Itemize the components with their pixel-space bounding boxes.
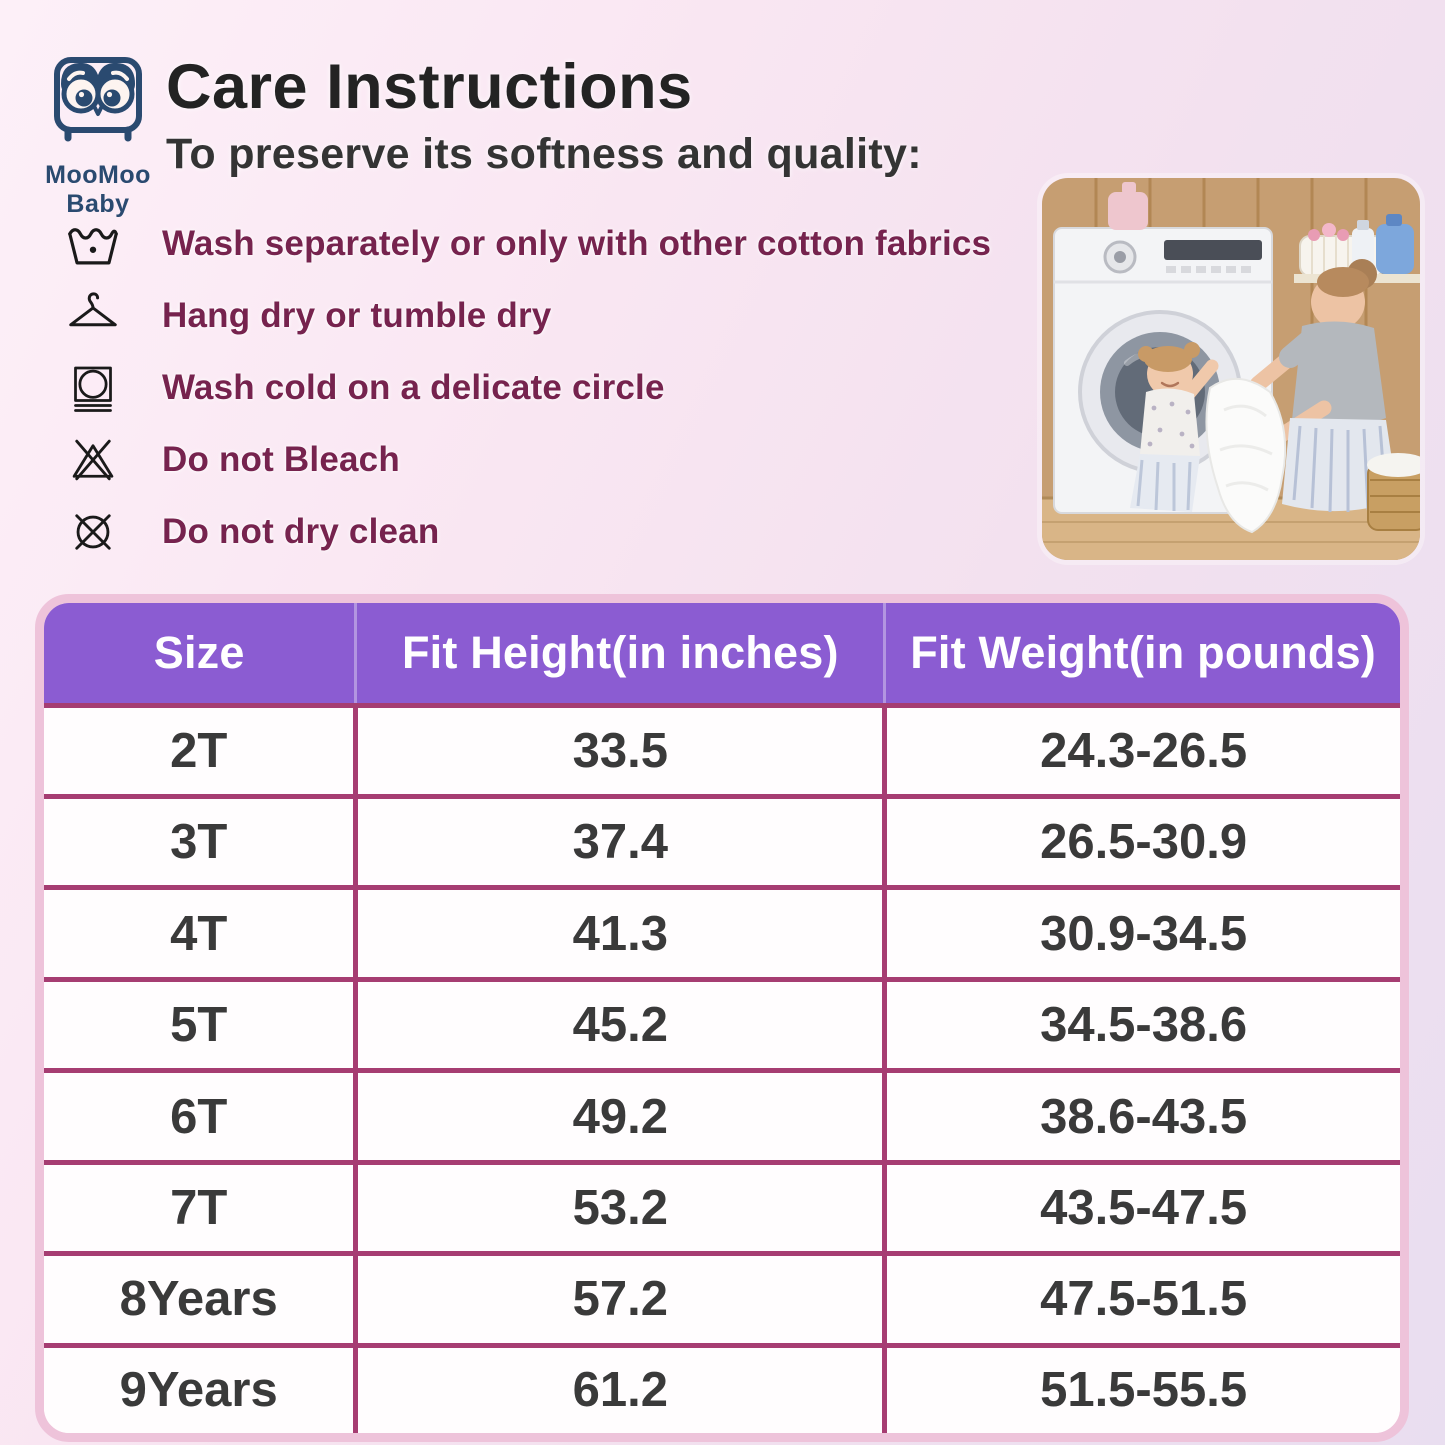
table-cell: 33.5 [353, 702, 885, 797]
table-cell: 6T [44, 1068, 356, 1163]
care-item-label: Wash cold on a delicate circle [162, 368, 665, 407]
table-cell: 51.5-55.5 [882, 1342, 1400, 1433]
care-item: Wash separately or only with other cotto… [58, 208, 991, 280]
table-cell: 26.5-30.9 [882, 793, 1400, 888]
table-row: 4T 41.3 30.9-34.5 [44, 885, 1400, 980]
care-item: Wash cold on a delicate circle [58, 352, 991, 424]
table-cell: 3T [44, 793, 356, 888]
care-item-label: Do not Bleach [162, 440, 400, 479]
table-cell: 24.3-26.5 [882, 702, 1400, 797]
hang-dry-icon [58, 289, 128, 343]
table-cell: 53.2 [353, 1159, 885, 1254]
table-cell: 41.3 [353, 885, 885, 980]
brand-name: MooMoo Baby [45, 161, 151, 218]
table-cell: 37.4 [353, 793, 885, 888]
page-subtitle: To preserve its softness and quality: [166, 130, 922, 179]
care-item: Do not dry clean [58, 496, 991, 568]
table-cell: 45.2 [353, 976, 885, 1071]
brand-logo: MooMoo Baby [12, 48, 184, 219]
care-item: Do not Bleach [58, 424, 991, 496]
size-table: Size Fit Height(in inches) Fit Weight(in… [44, 603, 1400, 1433]
table-cell: 49.2 [353, 1068, 885, 1163]
table-cell: 2T [44, 702, 356, 797]
table-row: 9Years 61.2 51.5-55.5 [44, 1342, 1400, 1433]
table-cell: 9Years [44, 1342, 356, 1433]
care-item-label: Wash separately or only with other cotto… [162, 224, 992, 263]
table-cell: 7T [44, 1159, 356, 1254]
owl-logo-icon [46, 57, 150, 152]
table-cell: 30.9-34.5 [882, 885, 1400, 980]
table-cell: 38.6-43.5 [882, 1068, 1400, 1163]
table-row: 3T 37.4 26.5-30.9 [44, 793, 1400, 888]
do-not-bleach-icon [58, 434, 128, 486]
table-row: 5T 45.2 34.5-38.6 [44, 976, 1400, 1071]
column-header-weight: Fit Weight(in pounds) [883, 603, 1400, 708]
size-table-body: 2T 33.5 24.3-26.5 3T 37.4 26.5-30.9 4T 41.3 30.9… [44, 702, 1400, 1433]
table-row: 8Years 57.2 47.5-51.5 [44, 1251, 1400, 1346]
column-header-size: Size [44, 603, 356, 708]
delicate-wash-icon [58, 363, 128, 413]
table-cell: 43.5-47.5 [882, 1159, 1400, 1254]
wash-icon [58, 215, 128, 273]
table-row: 7T 53.2 43.5-47.5 [44, 1159, 1400, 1254]
care-item-label: Hang dry or tumble dry [162, 296, 552, 335]
page-title: Care Instructions [166, 52, 693, 122]
table-cell: 61.2 [353, 1342, 885, 1433]
table-header-row: Size Fit Height(in inches) Fit Weight(in… [44, 603, 1400, 708]
laundry-photo [1042, 178, 1420, 560]
column-header-height: Fit Height(in inches) [354, 603, 885, 708]
table-row: 2T 33.5 24.3-26.5 [44, 702, 1400, 797]
table-row: 6T 49.2 38.6-43.5 [44, 1068, 1400, 1163]
heading-block: Care Instructions To preserve its softne… [166, 54, 922, 179]
table-cell: 8Years [44, 1251, 356, 1346]
care-item-label: Do not dry clean [162, 512, 440, 551]
table-cell: 34.5-38.6 [882, 976, 1400, 1071]
care-instruction-list: Wash separately or only with other cotto… [58, 208, 991, 568]
do-not-dry-clean-icon [58, 506, 128, 558]
table-cell: 57.2 [353, 1251, 885, 1346]
table-cell: 47.5-51.5 [882, 1251, 1400, 1346]
table-cell: 4T [44, 885, 356, 980]
size-chart: Size Fit Height(in inches) Fit Weight(in… [35, 594, 1409, 1442]
table-cell: 5T [44, 976, 356, 1071]
care-item: Hang dry or tumble dry [58, 280, 991, 352]
